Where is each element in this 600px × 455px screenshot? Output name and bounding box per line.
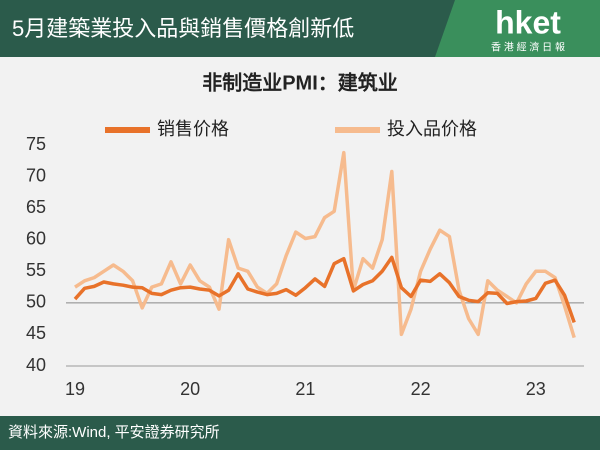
logo-subtitle: 香 港 經 濟 日 報 (491, 41, 565, 54)
x-tick-label: 19 (65, 379, 85, 399)
x-tick-label: 21 (295, 379, 315, 399)
series-line (73, 255, 576, 323)
y-tick-label: 70 (26, 165, 46, 185)
x-tick-label: 22 (411, 379, 431, 399)
footer-bar (0, 416, 600, 450)
y-tick-label: 60 (26, 228, 46, 248)
y-tick-label: 75 (26, 134, 46, 154)
y-tick-label: 45 (26, 323, 46, 343)
y-tick-label: 55 (26, 260, 46, 280)
series-line (74, 150, 576, 339)
logo-bg (435, 0, 600, 57)
y-tick-label: 50 (26, 292, 46, 312)
x-tick-label: 20 (180, 379, 200, 399)
legend-label: 投入品价格 (387, 119, 477, 139)
legend-label: 销售价格 (157, 119, 229, 139)
source: 資料來源:Wind, 平安證券研究所 (8, 424, 220, 441)
logo: hket (495, 4, 561, 40)
y-tick-label: 65 (26, 197, 46, 217)
header-title: 5月建築業投入品與銷售價格創新低 (12, 16, 354, 41)
x-tick-label: 23 (526, 379, 546, 399)
y-tick-label: 40 (26, 355, 46, 375)
chart-title: 非制造业PMI：建筑业 (202, 70, 398, 94)
